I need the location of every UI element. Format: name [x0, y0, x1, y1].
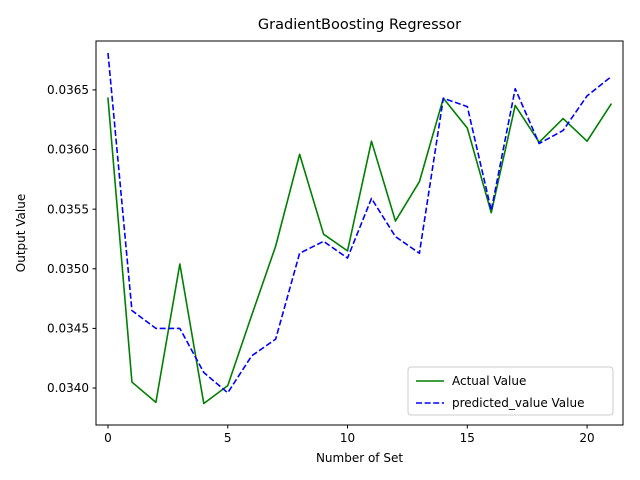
x-tick-label: 5: [224, 431, 232, 445]
y-axis-label: Output Value: [14, 194, 28, 272]
y-tick-label: 0.0345: [47, 322, 89, 336]
plot-frame: [95, 40, 624, 426]
x-tick-label: 15: [460, 431, 475, 445]
x-tick-label: 0: [104, 431, 112, 445]
axes-layer: 0 5 10 15 20 0.0340 0.0345 0.0350 0.0355 0.0360 0.…: [47, 40, 624, 445]
legend-box: [407, 366, 614, 416]
y-tick-label: 0.0360: [47, 143, 89, 157]
y-tick-label: 0.0365: [47, 83, 89, 97]
series-layer: [107, 52, 613, 405]
legend-label-0: Actual Value: [452, 374, 526, 388]
x-tick-label: 10: [340, 431, 355, 445]
legend-label-1: predicted_value Value: [452, 396, 584, 410]
legend: Actual Value predicted_value Value: [407, 366, 614, 416]
y-tick-label: 0.0340: [47, 381, 89, 395]
series-line-1: [107, 52, 612, 394]
y-tick-label: 0.0355: [47, 202, 89, 216]
x-tick-label: 20: [579, 431, 594, 445]
y-tick-label: 0.0350: [47, 262, 89, 276]
chart-title: GradientBoosting Regressor: [258, 17, 461, 33]
x-axis-label: Number of Set: [316, 451, 403, 465]
series-line-0: [107, 97, 613, 405]
